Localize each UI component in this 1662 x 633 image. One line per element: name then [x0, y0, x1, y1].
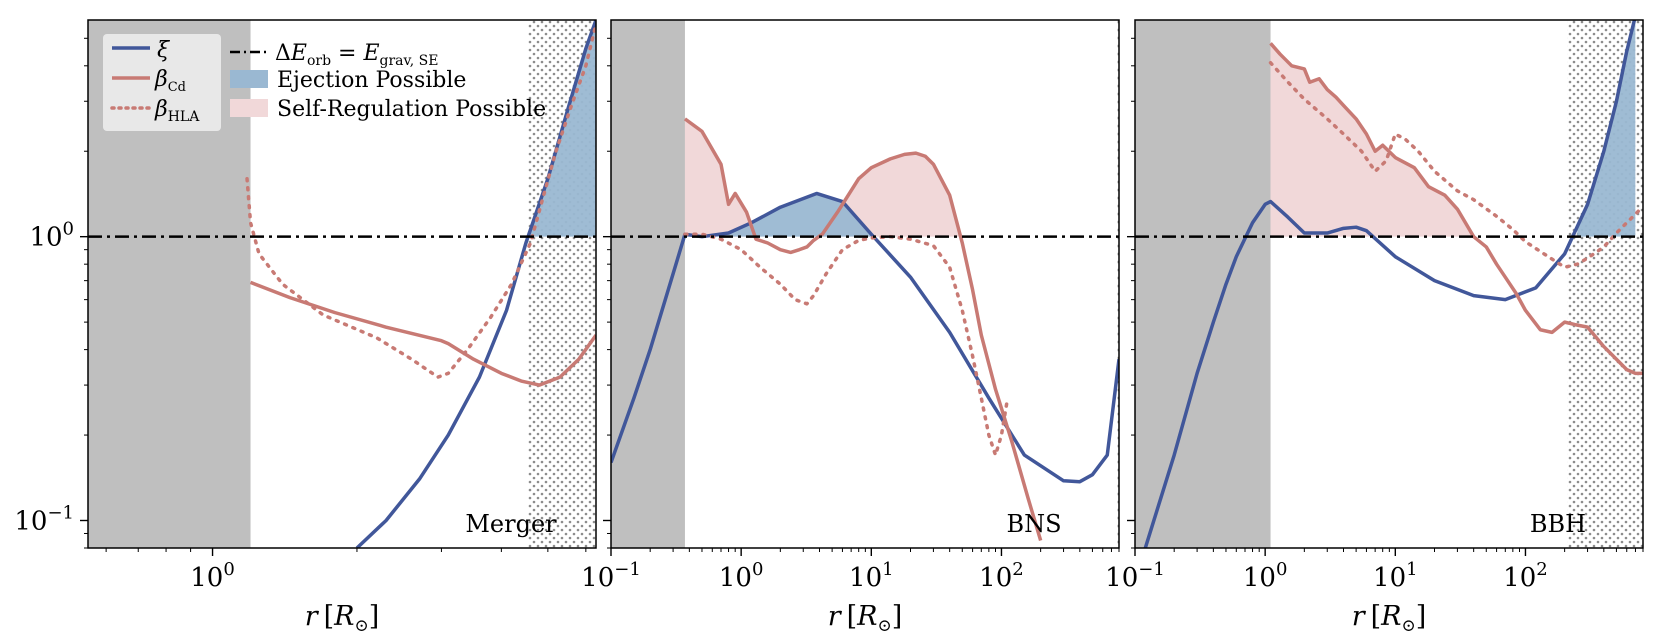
legend-ejection-label: Ejection Possible — [277, 68, 466, 93]
x-tick-label: 100 — [719, 559, 764, 593]
self-regulation-region — [1270, 43, 1473, 237]
x-axis-label: r [R⊙] — [1352, 601, 1427, 633]
x-axis-label: r [R⊙] — [305, 601, 380, 633]
panel-bbh: 10−1 100 101 102 r [R⊙] BBH — [1105, 19, 1644, 633]
xi-line — [355, 20, 596, 548]
beta-cd-line — [249, 280, 596, 387]
xi-line — [1143, 20, 1637, 548]
grey-shaded-band — [611, 20, 685, 548]
legend-xi-label: ξ — [157, 38, 171, 63]
x-tick-label: 100 — [190, 559, 235, 593]
beta-cd-line — [683, 117, 1043, 542]
legend-beta-hla-label: βHLA — [154, 97, 200, 125]
legend-beta-cd-label: βCd — [154, 67, 186, 95]
ejection-region — [1577, 20, 1636, 237]
x-tick-label: 102 — [1503, 559, 1548, 593]
plot-area — [611, 20, 1119, 548]
x-axis-label: r [R⊙] — [828, 601, 903, 633]
x-tick-label: 100 — [1243, 559, 1288, 593]
x-tick-label: 102 — [979, 559, 1024, 593]
legend-reference-label: ΔEorb = Egrav, SE — [275, 41, 439, 69]
plot-area — [1135, 20, 1643, 548]
beta-hla-line — [683, 232, 1009, 457]
x-tick-label: 101 — [1373, 559, 1418, 593]
legend-self-regulation-label: Self-Regulation Possible — [277, 97, 546, 122]
panel-bns: 10−1 100 101 102 r [R⊙] BNS — [581, 19, 1120, 633]
panel-label: BBH — [1530, 510, 1586, 538]
y-tick-label: 10−1 — [14, 502, 74, 536]
legend-ejection-swatch — [230, 70, 268, 88]
y-tick-label: 100 — [29, 219, 74, 253]
beta-hla-line — [245, 22, 596, 379]
panel-label: BNS — [1006, 510, 1061, 538]
grey-shaded-band — [1135, 20, 1271, 548]
axes-frame — [87, 19, 597, 549]
x-tick-label: 10−1 — [581, 559, 641, 593]
beta-cd-line — [1269, 42, 1643, 376]
legend-self-regulation-swatch — [230, 99, 268, 117]
legend: ξ βCd βHLA ΔEorb = Egrav, SE Ejection Po… — [103, 34, 546, 131]
beta-hla-line — [1268, 61, 1643, 270]
x-tick-label: 101 — [849, 559, 894, 593]
panel-label: Merger — [465, 510, 557, 538]
self-regulation-region — [684, 118, 961, 237]
x-tick-label: 10−1 — [1105, 559, 1165, 593]
